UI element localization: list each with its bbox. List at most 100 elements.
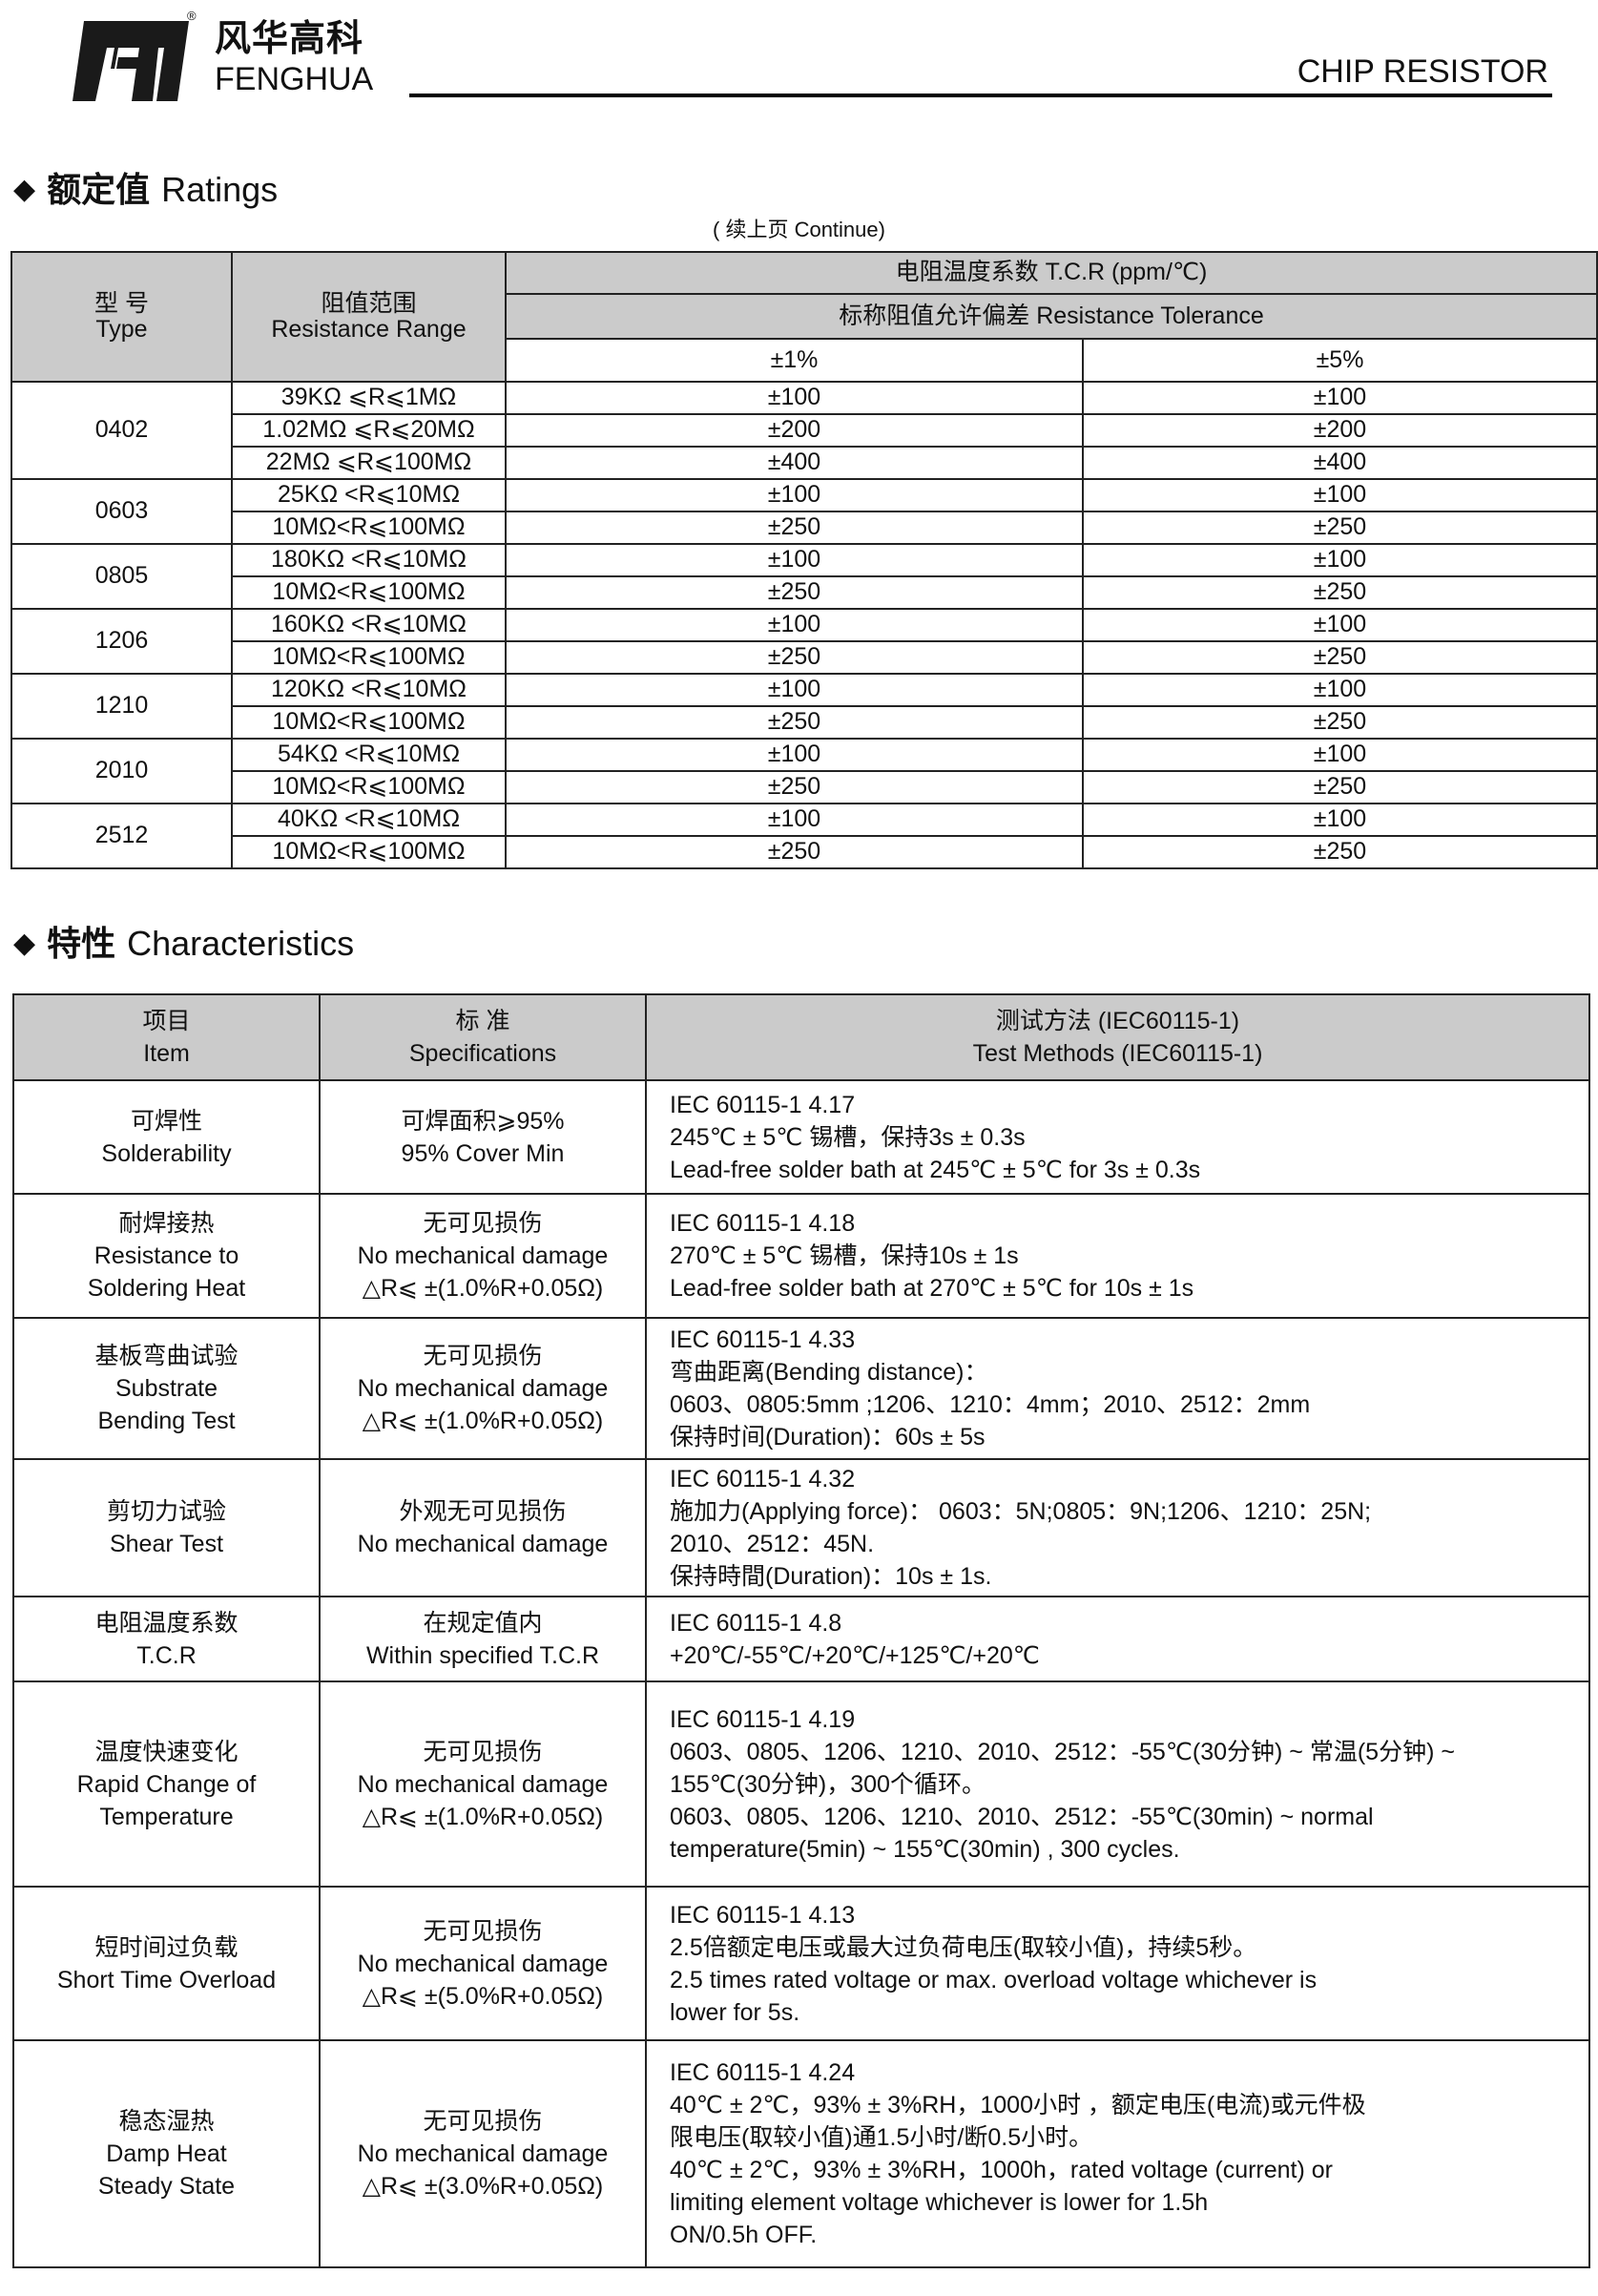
method-cell-line: 245℃ ± 5℃ 锡槽，保持3s ± 0.3s [670, 1123, 1026, 1151]
header-tol1: ±1% [505, 338, 1084, 383]
range-cell: 10MΩ<R⩽100MΩ [231, 640, 507, 675]
item-cell-line: 稳态湿热 [118, 2108, 215, 2135]
tol5-cell: ±100 [1081, 608, 1598, 642]
tol5-cell: ±250 [1081, 575, 1598, 610]
item-cell: 剪切力试验 Shear Test [12, 1458, 321, 1597]
method-cell-line: 2.5倍额定电压或最大过负荷电压(取较小值)，持续5秒。 [670, 1933, 1257, 1961]
table-row: 稳态湿热 Damp Heat Steady State 无可见损伤 No mechani… [12, 2039, 1590, 2268]
item-cell-line: Steady State [97, 2173, 236, 2200]
range-cell: 10MΩ<R⩽100MΩ [231, 705, 507, 740]
table-row: 2010 54KΩ <R⩽10MΩ ±100 ±100 [10, 738, 1598, 804]
method-cell-line: IEC 60115-1 4.18 [670, 1210, 856, 1237]
method-cell-line: ON/0.5h OFF. [670, 2222, 818, 2248]
method-cell-line: 0603、0805、1206、1210、2010、2512：-55℃(30分钟)… [670, 1738, 1455, 1765]
method-cell-line: 2010、2512：45N. [670, 1531, 875, 1557]
tol1-cell: ±250 [505, 705, 1084, 740]
method-cell-line: 2.5 times rated voltage or max. overload… [670, 1966, 1318, 1993]
table-row: 2512 40KΩ <R⩽10MΩ ±100 ±100 [10, 803, 1598, 869]
header-tolerance: 标称阻值允许偏差 Resistance Tolerance [504, 293, 1598, 340]
method-cell-line: 155℃(30分钟)，300个循环。 [670, 1770, 986, 1798]
table-row: 短时间过负载 Short Time Overload 无可见损伤 No mechani… [12, 1886, 1590, 2041]
header-range-en: Resistance Range [271, 316, 467, 343]
fenghua-logo [73, 21, 189, 101]
method-cell-line: 限电压(取较小值)通1.5小时/断0.5小时。 [670, 2124, 1093, 2151]
spec-cell: 无可见损伤 No mechanical damage △R⩽ ±(1.0%R+0.0… [319, 1680, 647, 1888]
method-cell-line: IEC 60115-1 4.17 [670, 1091, 856, 1118]
item-cell-line: Soldering Heat [87, 1275, 246, 1302]
method-cell: IEC 60115-1 4.18 270℃ ± 5℃ 锡槽，保持10s ± 1s L… [645, 1193, 1590, 1319]
spec-cell-line: 95% Cover Min [401, 1139, 565, 1167]
range-cell: 39KΩ ⩽R⩽1MΩ [231, 381, 507, 415]
item-cell-line: 电阻温度系数 [94, 1609, 239, 1637]
tol1-cell: ±100 [505, 803, 1084, 837]
method-cell: IEC 60115-1 4.33 弯曲距离(Bending distance)： 0… [645, 1317, 1590, 1460]
spec-cell-line: No mechanical damage [357, 1242, 609, 1269]
item-cell-line: Shear Test [109, 1531, 224, 1557]
item-cell-line: 温度快速变化 [94, 1738, 239, 1765]
table-row: 0603 25KΩ <R⩽10MΩ ±100 ±100 [10, 478, 1598, 545]
tol1-cell: ±250 [505, 640, 1084, 675]
ratings-title-cn: 额定值 [47, 170, 151, 209]
ratings-title-en: Ratings [161, 170, 279, 209]
header-method-cn: 测试方法 (IEC60115-1) [995, 1008, 1240, 1034]
table-row: 0402 39KΩ ⩽R⩽1MΩ ±100 ±100 [10, 381, 1598, 480]
tol1-cell: ±100 [505, 381, 1084, 415]
header-method-en: Test Methods (IEC60115-1) [972, 1040, 1263, 1067]
range-cell: 40KΩ <R⩽10MΩ [231, 803, 507, 837]
diamond-bullet-icon: ◆ [13, 928, 36, 959]
method-cell-line: 弯曲距离(Bending distance)： [670, 1359, 988, 1386]
header-spec-en: Specifications [408, 1040, 557, 1067]
method-cell-line: 0603、0805:5mm ;1206、1210：4mm；2010、2512：2… [670, 1391, 1311, 1418]
tol5-cell: ±250 [1081, 770, 1598, 804]
item-cell-line: Short Time Overload [56, 1966, 277, 1993]
tol1-cell: ±100 [505, 478, 1084, 512]
method-cell: IEC 60115-1 4.19 0603、0805、1206、1210、2010… [645, 1680, 1590, 1888]
item-cell-line: 耐焊接热 [118, 1210, 215, 1237]
table-row: 电阻温度系数 T.C.R 在规定值内 Within specified T.C.R IE… [12, 1596, 1590, 1682]
table-row: 基板弯曲试验 Substrate Bending Test 无可见损伤 No mecha… [12, 1317, 1590, 1460]
item-cell-line: Resistance to [93, 1242, 239, 1269]
spec-cell-line: 无可见损伤 [423, 1738, 543, 1765]
tol5-cell: ±100 [1081, 738, 1598, 772]
range-cell: 160KΩ <R⩽10MΩ [231, 608, 507, 642]
spec-cell-line: No mechanical damage [357, 1531, 609, 1557]
tol1-cell: ±250 [505, 835, 1084, 869]
type-cell: 1206 [10, 608, 233, 675]
header-method: 测试方法 (IEC60115-1) Test Methods (IEC60115… [645, 993, 1590, 1081]
tol5-cell: ±400 [1081, 446, 1598, 480]
spec-cell: 无可见损伤 No mechanical damage △R⩽ ±(3.0%R+0.0… [319, 2039, 647, 2268]
diamond-bullet-icon: ◆ [13, 174, 36, 205]
brand-name-cn: 风华高科 [215, 17, 364, 59]
registered-mark: ® [187, 9, 197, 23]
spec-cell: 可焊面积⩾95% 95% Cover Min [319, 1079, 647, 1195]
item-cell: 基板弯曲试验 Substrate Bending Test [12, 1317, 321, 1460]
method-cell-line: temperature(5min) ~ 155℃(30min) , 300 cy… [670, 1835, 1180, 1863]
method-cell: IEC 60115-1 4.24 40℃ ± 2℃，93% ± 3%RH，1000… [645, 2039, 1590, 2268]
item-cell-line: 可焊性 [130, 1107, 202, 1135]
method-cell-line: Lead-free solder bath at 270℃ ± 5℃ for 1… [670, 1275, 1194, 1302]
spec-cell-line: △R⩽ ±(1.0%R+0.05Ω) [362, 1408, 604, 1434]
spec-cell-line: △R⩽ ±(1.0%R+0.05Ω) [362, 1803, 604, 1830]
document-title: CHIP RESISTOR [1297, 53, 1548, 90]
spec-cell-line: △R⩽ ±(1.0%R+0.05Ω) [362, 1275, 604, 1302]
range-cell: 120KΩ <R⩽10MΩ [231, 673, 507, 707]
item-cell-line: T.C.R [136, 1641, 197, 1669]
method-cell: IEC 60115-1 4.32 施加力(Applying force)： 060… [645, 1458, 1590, 1597]
header-type: 型 号 Type [10, 251, 233, 383]
tol5-cell: ±100 [1081, 478, 1598, 512]
item-cell-line: Solderability [101, 1139, 232, 1167]
header-range-cn: 阻值范围 [321, 289, 417, 317]
spec-cell: 无可见损伤 No mechanical damage △R⩽ ±(1.0%R+0.0… [319, 1193, 647, 1319]
header-tol5: ±5% [1081, 338, 1598, 383]
table-row: 1206 160KΩ <R⩽10MΩ ±100 ±100 [10, 608, 1598, 675]
type-cell: 0402 [10, 381, 233, 480]
ratings-table: 型 号 Type 阻值范围 Resistance Range 电阻温度系数 T.… [10, 251, 1598, 869]
tol5-cell: ±200 [1081, 413, 1598, 448]
spec-cell-line: No mechanical damage [357, 1770, 609, 1798]
spec-cell-line: 可焊面积⩾95% [401, 1107, 565, 1135]
method-cell-line: 保持时间(Duration)：60s ± 5s [670, 1424, 986, 1451]
ratings-section-title: ◆ 额定值 Ratings [13, 170, 278, 210]
spec-cell-line: 在规定值内 [423, 1609, 543, 1637]
item-cell: 短时间过负载 Short Time Overload [12, 1886, 321, 2041]
table-row: 10MΩ<R⩽100MΩ ±250 ±250 [11, 640, 1598, 675]
